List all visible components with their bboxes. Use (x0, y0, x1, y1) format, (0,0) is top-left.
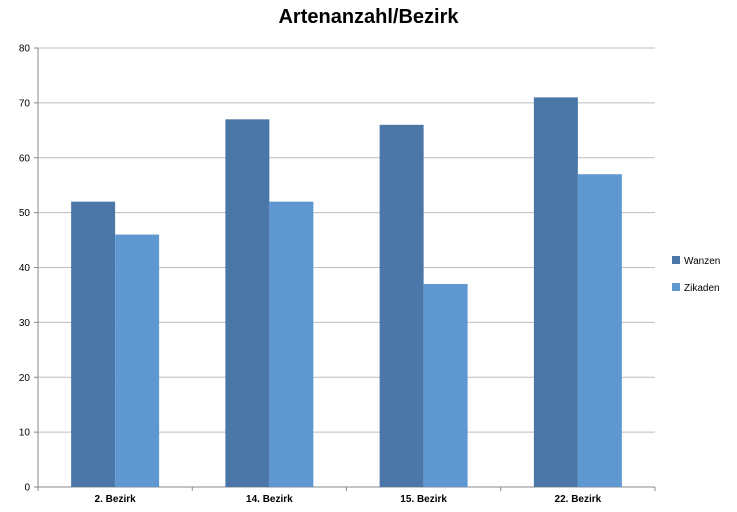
y-tick-label: 0 (24, 483, 30, 494)
legend-swatch-wanzen (672, 256, 680, 264)
legend: Wanzen Zikaden (672, 256, 720, 294)
legend-swatch-zikaden (672, 283, 680, 291)
y-tick-label: 30 (19, 318, 31, 329)
x-axis: 2. Bezirk 14. Bezirk 15. Bezirk 22. Bezirk (37, 487, 656, 505)
x-tick-label: 14. Bezirk (246, 494, 293, 505)
bar-zikaden-1 (115, 234, 160, 487)
y-tick-label: 20 (19, 373, 31, 384)
bar-wanzen-1 (71, 201, 116, 487)
x-tick-label: 22. Bezirk (555, 494, 602, 505)
y-axis: 0 10 20 30 40 50 60 70 80 (19, 44, 39, 494)
x-tick-label: 2. Bezirk (95, 494, 137, 505)
y-tick-label: 80 (19, 44, 31, 55)
chart-title: Artenanzahl/Bezirk (278, 6, 459, 28)
y-tick-label: 40 (19, 263, 31, 274)
bar-zikaden-2 (269, 201, 314, 487)
bar-zikaden-3 (423, 283, 468, 487)
bar-wanzen-3 (379, 124, 424, 487)
y-tick-label: 60 (19, 153, 31, 164)
legend-label-zikaden: Zikaden (684, 283, 720, 294)
y-tick-label: 50 (19, 208, 31, 219)
legend-label-wanzen: Wanzen (684, 256, 720, 267)
y-tick-label: 70 (19, 98, 31, 109)
bar-wanzen-2 (225, 119, 270, 488)
x-tick-label: 15. Bezirk (400, 494, 447, 505)
bar-wanzen-4 (533, 97, 578, 487)
bar-zikaden-4 (577, 174, 622, 487)
bars (71, 97, 622, 488)
y-tick-label: 10 (19, 428, 31, 439)
